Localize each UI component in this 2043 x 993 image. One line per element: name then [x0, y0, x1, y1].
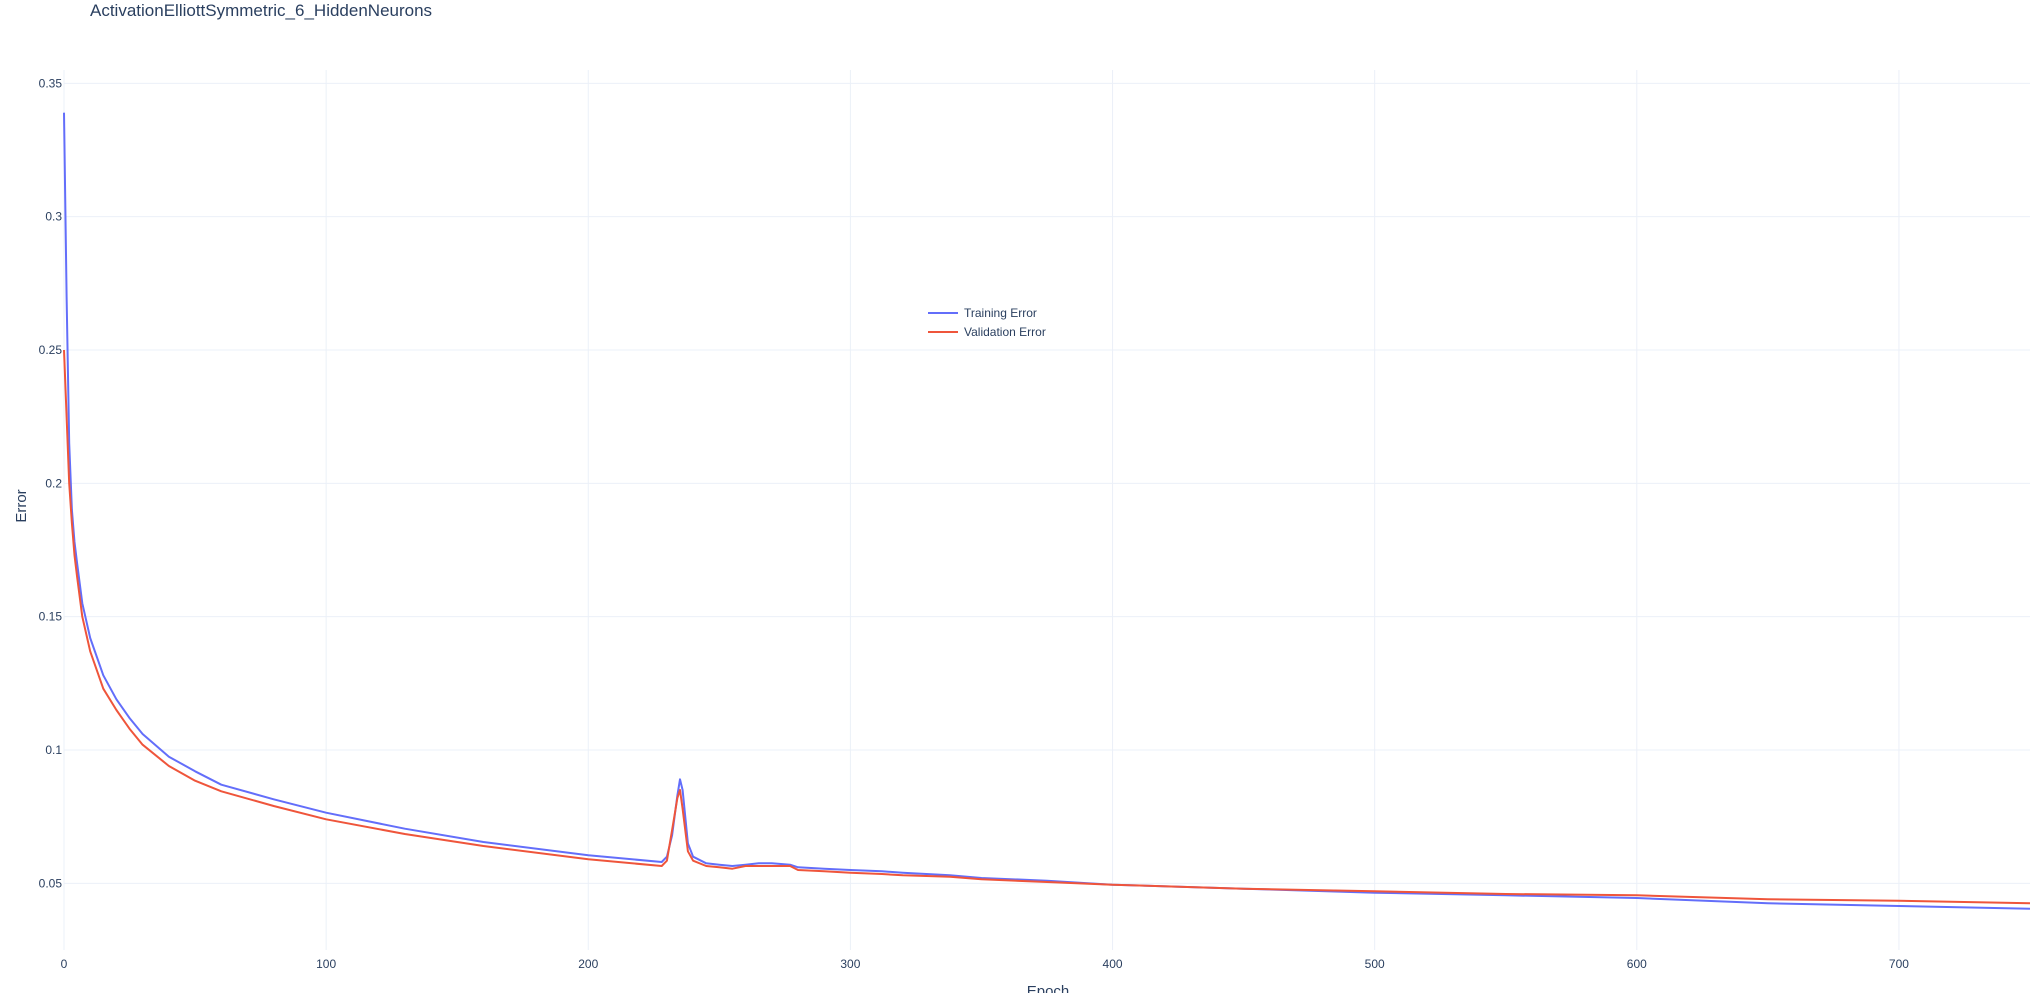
- chart-title: ActivationElliottSymmetric_6_HiddenNeuro…: [90, 1, 432, 20]
- x-axis-title: Epoch: [1027, 983, 1070, 993]
- x-tick-label: 600: [1627, 957, 1647, 971]
- y-tick-label: 0.05: [39, 876, 63, 890]
- series-line-validation-error: [63, 349, 2031, 905]
- x-tick-label: 300: [840, 957, 860, 971]
- x-tick-label: 200: [578, 957, 598, 971]
- x-tick-label: 100: [316, 957, 336, 971]
- y-tick-label: 0.35: [39, 76, 63, 90]
- x-tick-label: 0: [61, 957, 68, 971]
- y-tick-label: 0.3: [45, 210, 62, 224]
- y-tick-label: 0.25: [39, 343, 63, 357]
- y-tick-label: 0.1: [45, 743, 62, 757]
- x-tick-label: 700: [1889, 957, 1909, 971]
- legend[interactable]: Training Error Validation Error: [928, 306, 1046, 339]
- legend-item[interactable]: Validation Error: [928, 325, 1046, 339]
- y-tick-label: 0.2: [45, 476, 62, 490]
- series-lines: [63, 112, 2031, 910]
- x-tick-label: 400: [1103, 957, 1123, 971]
- series-line-training-error: [63, 112, 2031, 910]
- grid: [63, 70, 2030, 950]
- legend-label: Validation Error: [964, 325, 1046, 339]
- y-tick-label: 0.15: [39, 610, 63, 624]
- y-axis-title: Error: [13, 489, 30, 522]
- x-axis-ticks: 0 100 200 300 400 500 600 700: [61, 957, 1910, 971]
- legend-label: Training Error: [964, 306, 1037, 320]
- legend-item[interactable]: Training Error: [928, 306, 1037, 320]
- y-axis-ticks: 0.05 0.1 0.15 0.2 0.25 0.3 0.35: [39, 76, 63, 890]
- x-tick-label: 500: [1365, 957, 1385, 971]
